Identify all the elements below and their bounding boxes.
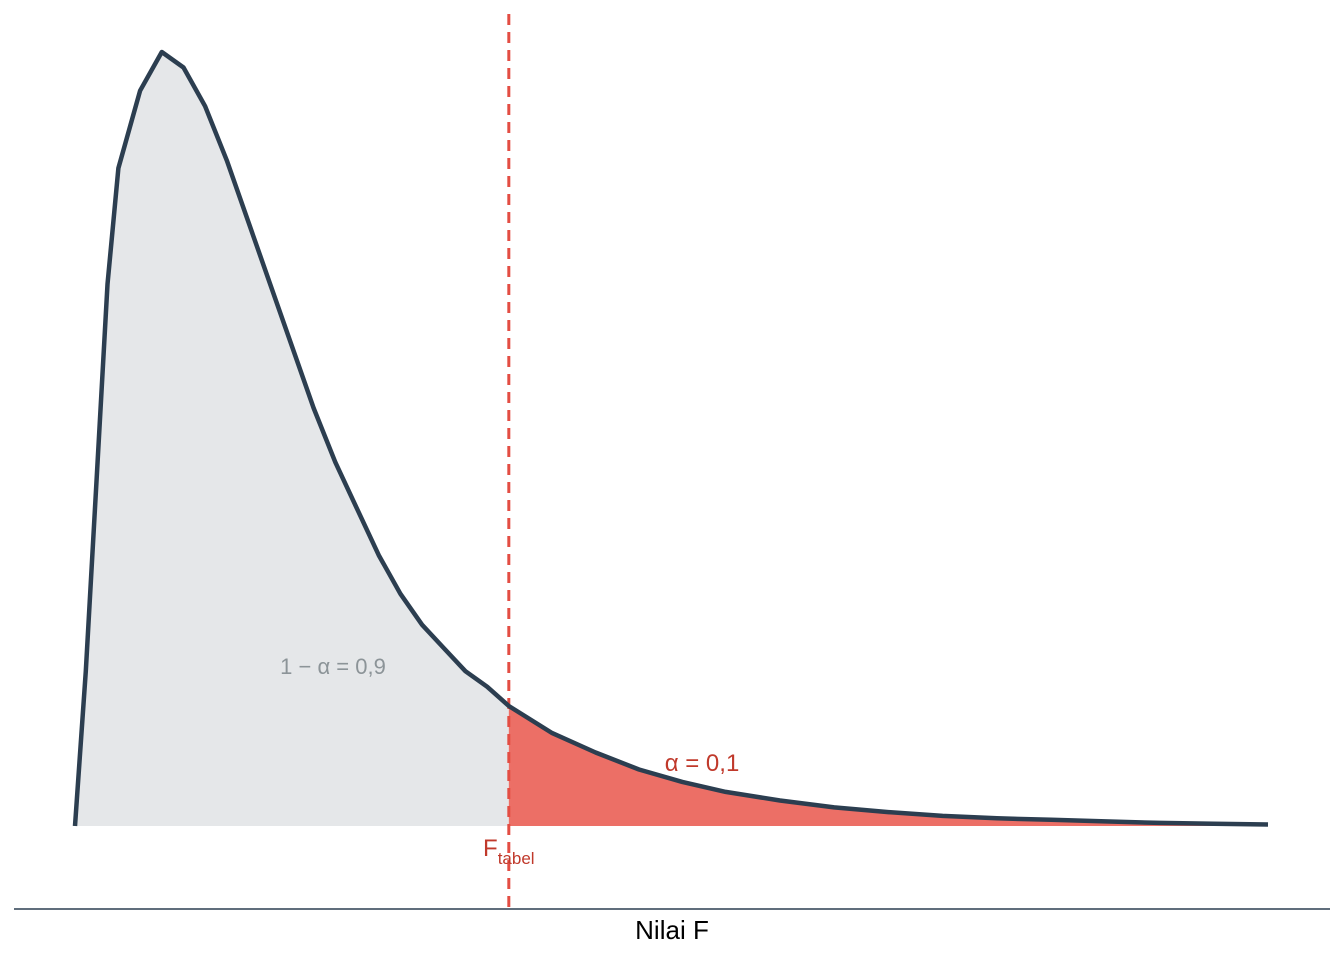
acceptance-label: 1 − α = 0,9 [280, 654, 386, 679]
x-axis-title: Nilai F [635, 915, 709, 945]
acceptance-region [75, 52, 509, 826]
critical-label-main: F [483, 835, 498, 862]
rejection-region [508, 706, 1268, 826]
rejection-label: α = 0,1 [665, 750, 740, 777]
critical-label-subscript: tabel [498, 849, 535, 868]
critical-value-label: Ftabel [483, 835, 535, 868]
density-curve [72, 49, 1269, 827]
